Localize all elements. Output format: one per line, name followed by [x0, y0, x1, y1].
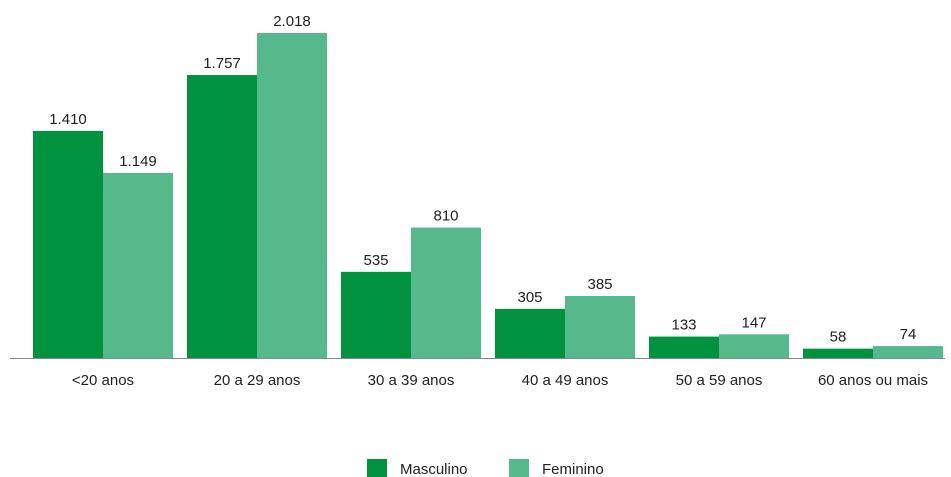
value-label: 74 [900, 326, 917, 343]
value-label: 1.149 [119, 153, 157, 170]
bar [803, 348, 873, 358]
bar [873, 346, 943, 358]
value-label: 58 [830, 329, 847, 346]
bar [649, 336, 719, 358]
bar [565, 295, 635, 358]
value-label: 1.410 [49, 111, 87, 128]
bar [411, 227, 481, 358]
bar [257, 33, 327, 358]
legend-label: Feminino [542, 461, 604, 477]
value-label: 133 [671, 317, 696, 334]
x-tick-label: <20 anos [72, 372, 134, 389]
x-tick-label: 20 a 29 anos [214, 372, 301, 389]
legend-swatch [367, 459, 387, 477]
x-tick-label: 60 anos ou mais [818, 372, 928, 389]
bar [33, 130, 103, 358]
bar [187, 75, 257, 359]
value-label: 305 [517, 289, 542, 306]
value-label: 2.018 [273, 13, 311, 30]
bar [103, 172, 173, 358]
bar [719, 334, 789, 358]
value-label: 1.757 [203, 55, 241, 72]
value-label: 147 [741, 314, 766, 331]
x-tick-label: 50 a 59 anos [676, 372, 763, 389]
value-label: 385 [587, 276, 612, 293]
legend-swatch [509, 459, 529, 477]
x-tick-label: 40 a 49 anos [522, 372, 609, 389]
value-label: 810 [433, 208, 458, 225]
bar [341, 271, 411, 358]
x-tick-label: 30 a 39 anos [368, 372, 455, 389]
legend-label: Masculino [400, 461, 468, 477]
value-label: 535 [363, 252, 388, 269]
bar [495, 308, 565, 358]
